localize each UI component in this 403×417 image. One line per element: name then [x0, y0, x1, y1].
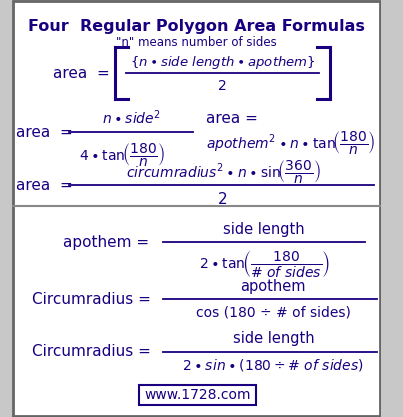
Text: $\{n \bullet side\ length \bullet apothem\}$: $\{n \bullet side\ length \bullet apothe…: [130, 53, 315, 70]
Text: $2 \bullet \mathrm{tan}\!\left(\dfrac{180}{\#\ of\ sides}\right)$: $2 \bullet \mathrm{tan}\!\left(\dfrac{18…: [199, 249, 330, 279]
Text: side length: side length: [233, 332, 314, 347]
Text: apothem: apothem: [241, 279, 306, 294]
Text: area =: area =: [206, 111, 258, 126]
Text: "n" means number of sides: "n" means number of sides: [116, 36, 277, 49]
Text: 2: 2: [218, 191, 228, 206]
Text: www.1728.com: www.1728.com: [144, 388, 251, 402]
Text: side length: side length: [223, 221, 305, 236]
Bar: [139, 385, 256, 405]
Text: cos (180 ÷ # of sides): cos (180 ÷ # of sides): [196, 305, 351, 319]
Text: $n \bullet side^{2}$: $n \bullet side^{2}$: [102, 109, 161, 127]
Text: Circumradius =: Circumradius =: [32, 291, 151, 306]
Text: Four  Regular Polygon Area Formulas: Four Regular Polygon Area Formulas: [28, 19, 365, 34]
Text: area  =: area =: [16, 178, 73, 193]
Text: apothem =: apothem =: [62, 234, 149, 249]
Text: Circumradius =: Circumradius =: [32, 344, 151, 359]
Text: $circumradius^{2} \bullet n \bullet \mathrm{sin}\!\left(\dfrac{360}{n}\right)$: $circumradius^{2} \bullet n \bullet \mat…: [126, 158, 320, 184]
Text: $4 \bullet \mathrm{tan}\!\left(\dfrac{180}{n}\right)$: $4 \bullet \mathrm{tan}\!\left(\dfrac{18…: [79, 141, 165, 168]
Text: $apothem^{2} \bullet n \bullet \mathrm{tan}\!\left(\dfrac{180}{n}\right)$: $apothem^{2} \bullet n \bullet \mathrm{t…: [206, 128, 376, 156]
Text: $2 \bullet sin \bullet (180 \div \#\ of\ sides)$: $2 \bullet sin \bullet (180 \div \#\ of\…: [183, 357, 364, 373]
Text: 2: 2: [218, 79, 227, 93]
Text: area  =: area =: [53, 65, 109, 80]
Text: area  =: area =: [16, 125, 73, 140]
